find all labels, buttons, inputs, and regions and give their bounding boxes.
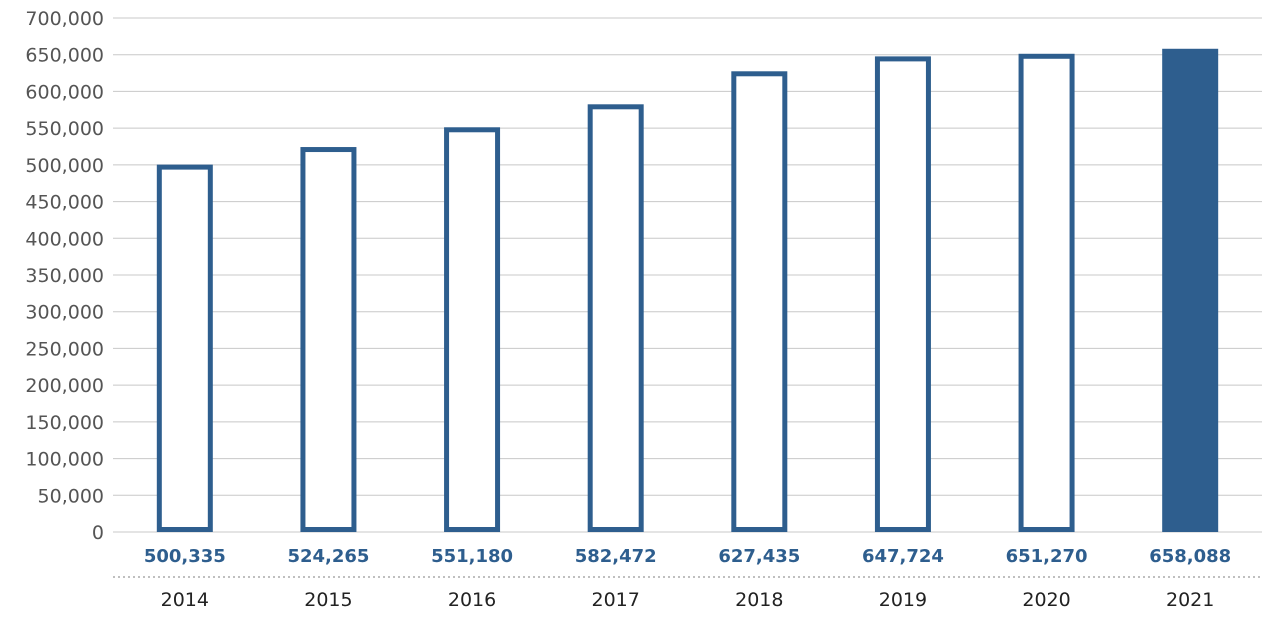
y-tick-label: 150,000 [25,412,104,434]
x-tick-label: 2015 [304,589,352,611]
value-label: 627,435 [718,546,800,567]
y-tick-label: 100,000 [25,449,104,471]
bar [300,147,357,532]
value-label: 651,270 [1006,546,1088,567]
y-tick-label: 50,000 [38,485,104,507]
x-tick-label: 2020 [1022,589,1070,611]
bar [731,71,788,532]
value-labels: 500,335 524,265 551,180 582,472 627,435 647,7… [144,546,1231,567]
gridlines [113,17,1262,533]
bar [587,104,644,532]
y-tick-label: 400,000 [25,228,104,250]
y-tick-label: 450,000 [25,192,104,214]
y-tick-label: 550,000 [25,118,104,140]
value-label: 551,180 [431,546,513,567]
x-tick-label: 2021 [1166,589,1214,611]
bars [156,48,1219,533]
y-tick-label: 0 [92,522,104,544]
value-label: 524,265 [287,546,369,567]
y-tick-label: 500,000 [25,155,104,177]
y-tick-label: 600,000 [25,81,104,103]
x-tick-label: 2016 [448,589,496,611]
bar [444,127,501,532]
bar [1162,48,1219,532]
x-tick-label: 2018 [735,589,783,611]
x-axis: 2014 2015 2016 2017 2018 2019 2020 2021 [161,589,1215,611]
bar [1018,53,1075,533]
y-axis: 0 50,000 100,000 150,000 200,000 250,000 300,0… [25,8,104,544]
x-tick-label: 2017 [592,589,640,611]
bar [156,164,213,533]
y-tick-label: 700,000 [25,8,104,30]
x-tick-label: 2014 [161,589,209,611]
y-tick-label: 650,000 [25,45,104,67]
y-tick-label: 200,000 [25,375,104,397]
value-label: 658,088 [1149,546,1231,567]
value-label: 582,472 [575,546,657,567]
value-label: 500,335 [144,546,226,567]
value-label: 647,724 [862,546,944,567]
y-tick-label: 300,000 [25,302,104,324]
bar [874,56,931,532]
y-tick-label: 250,000 [25,338,104,360]
x-tick-label: 2019 [879,589,927,611]
y-tick-label: 350,000 [25,265,104,287]
